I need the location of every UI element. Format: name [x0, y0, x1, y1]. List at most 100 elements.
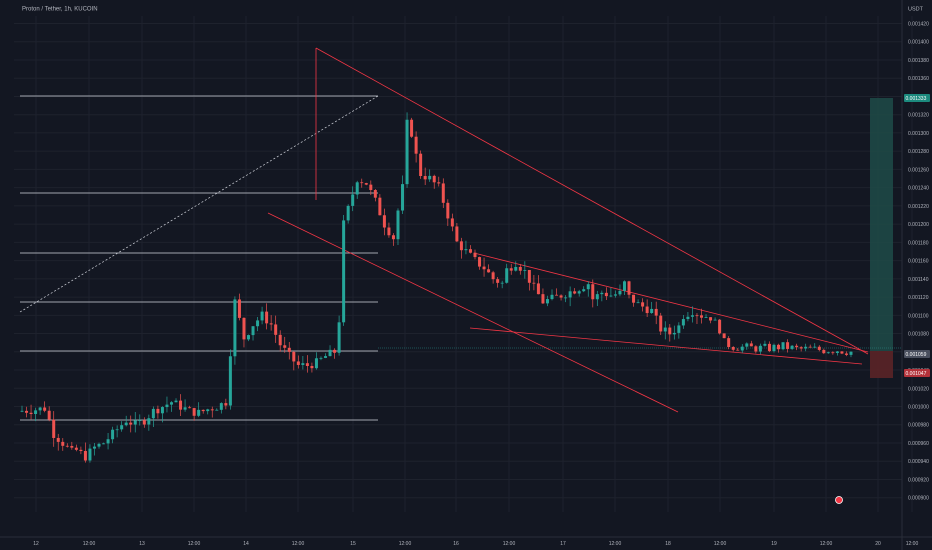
candle-body	[668, 327, 672, 335]
candle-body	[627, 281, 631, 295]
candle-body	[151, 408, 155, 419]
x-tick-label: 12:00	[399, 541, 412, 547]
candle-body	[672, 332, 676, 335]
candle-body	[478, 257, 482, 267]
x-tick-label: 12	[33, 541, 39, 547]
candle-body	[25, 410, 29, 413]
candle-body	[767, 343, 771, 352]
candle-body	[92, 446, 96, 449]
candle-body	[188, 407, 192, 409]
candle-body	[722, 333, 726, 339]
candle-body	[83, 450, 87, 461]
candle-body	[650, 308, 654, 314]
candle-body	[355, 182, 359, 195]
candle-body	[577, 291, 581, 294]
candle-body	[686, 316, 690, 320]
trendlines[interactable]	[19, 47, 869, 413]
y-tick-label: 0.001000	[908, 405, 929, 411]
candle-body	[79, 449, 83, 451]
candle-body	[47, 410, 51, 420]
y-tick-label: 0.000900	[908, 496, 929, 502]
descending-support-line[interactable]	[267, 212, 679, 413]
candle-body	[604, 292, 608, 297]
candle-body	[541, 294, 545, 304]
y-tick-label: 0.000940	[908, 459, 929, 465]
event-marker-icon[interactable]	[835, 496, 843, 504]
y-tick-label: 0.001220	[908, 204, 929, 210]
candle-body	[704, 317, 708, 318]
candle-body	[156, 408, 160, 414]
candle-body	[296, 361, 300, 365]
candle-body	[586, 284, 590, 290]
wedge-lower-line[interactable]	[469, 327, 863, 365]
y-tick-label: 0.001380	[908, 58, 929, 64]
candle-body	[179, 400, 183, 410]
y-tick-label: 0.000960	[908, 441, 929, 447]
candle-body	[219, 403, 223, 410]
candle-body	[333, 349, 337, 353]
candle-body	[124, 422, 128, 426]
long-position-zones[interactable]	[870, 98, 893, 378]
candle-body	[632, 294, 636, 303]
candle-body	[183, 407, 187, 410]
candle-body	[795, 345, 799, 348]
candle-body	[324, 356, 328, 358]
candle-body	[396, 210, 400, 240]
candle-body	[713, 319, 717, 321]
candle-body	[446, 202, 450, 219]
candle-body	[120, 425, 124, 430]
loss-zone[interactable]	[870, 351, 893, 378]
candle-body	[550, 294, 554, 300]
target-price-label: 0.001333	[906, 96, 927, 102]
candle-body	[432, 175, 436, 183]
candle-body	[740, 346, 744, 351]
candle-body	[278, 334, 282, 346]
candle-body	[777, 344, 781, 350]
y-tick-label: 0.001300	[908, 131, 929, 137]
time-axis[interactable]: 12 12:00 13 12:00 14 12:00 15 12:00 16 12:00 17 12:…	[0, 536, 932, 547]
y-tick-label: 0.001360	[908, 76, 929, 82]
candle-body	[260, 311, 264, 321]
candle-body	[681, 319, 685, 326]
candle-body	[727, 338, 731, 347]
candle-body	[224, 403, 228, 406]
candle-body	[197, 409, 201, 416]
candle-body	[573, 291, 577, 294]
candle-body	[34, 410, 38, 414]
candle-body	[595, 294, 599, 300]
candle-body	[564, 297, 568, 299]
candle-body	[840, 351, 844, 354]
x-tick-label: 12:00	[188, 541, 201, 547]
candle-body	[482, 266, 486, 270]
x-tick-label: 12:00	[83, 541, 96, 547]
candle-body	[242, 317, 246, 340]
candle-body	[468, 249, 472, 253]
target-price-badge	[904, 94, 930, 102]
x-tick-label: 19	[771, 541, 777, 547]
candle-body	[65, 445, 69, 447]
candle-body	[613, 294, 617, 296]
candle-body	[754, 346, 758, 352]
candle-body	[237, 299, 241, 318]
y-tick-label: 0.001140	[908, 277, 929, 283]
candle-body	[256, 320, 260, 327]
candle-body	[373, 190, 377, 198]
candle-body	[591, 284, 595, 300]
candle-body	[428, 175, 432, 180]
overlay: Proton / Tether, 1h, KUCOIN USDT	[22, 7, 924, 13]
wedge-upper-line[interactable]	[473, 252, 869, 353]
candle-body	[52, 419, 56, 438]
candle-body	[459, 241, 463, 251]
profit-zone[interactable]	[870, 98, 893, 351]
x-tick-label: 16	[453, 541, 459, 547]
y-tick-label: 0.001120	[908, 295, 929, 301]
candle-body	[405, 119, 409, 185]
fib-diagonal-line[interactable]	[19, 95, 379, 313]
candle-body	[555, 294, 559, 296]
candle-body	[169, 402, 173, 405]
candle-body	[559, 295, 563, 298]
horizontal-levels[interactable]	[20, 95, 902, 421]
descending-resistance-line[interactable]	[315, 47, 869, 355]
candle-body	[636, 302, 640, 304]
